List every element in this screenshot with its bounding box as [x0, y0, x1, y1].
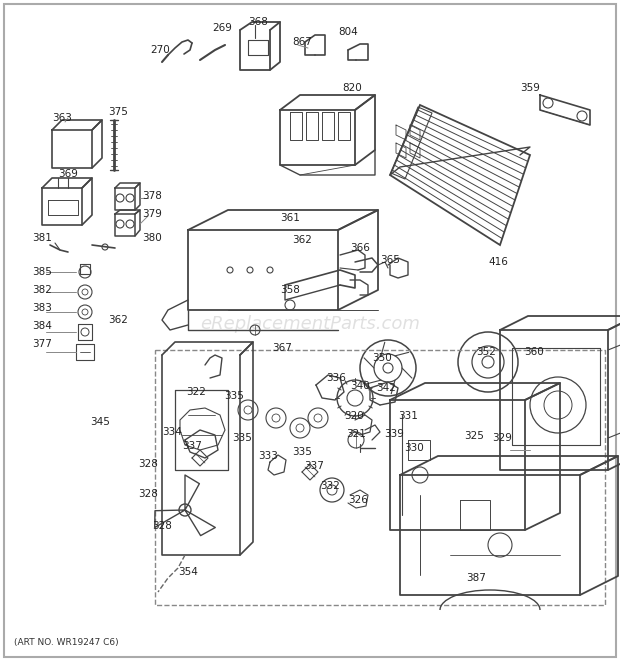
Text: 321: 321 — [346, 429, 366, 439]
Text: eReplacementParts.com: eReplacementParts.com — [200, 315, 420, 333]
Text: 385: 385 — [32, 267, 52, 277]
Text: 337: 337 — [304, 461, 324, 471]
Text: 352: 352 — [476, 347, 496, 357]
Text: 331: 331 — [398, 411, 418, 421]
Text: 350: 350 — [372, 353, 392, 363]
Text: 377: 377 — [32, 339, 52, 349]
Text: 362: 362 — [108, 315, 128, 325]
Text: 330: 330 — [404, 443, 424, 453]
Text: 416: 416 — [488, 257, 508, 267]
Text: 342: 342 — [376, 383, 396, 393]
Text: 381: 381 — [32, 233, 52, 243]
Text: 269: 269 — [212, 23, 232, 33]
Text: 360: 360 — [524, 347, 544, 357]
Text: 379: 379 — [142, 209, 162, 219]
Text: 322: 322 — [186, 387, 206, 397]
Text: 384: 384 — [32, 321, 52, 331]
Text: 328: 328 — [138, 459, 158, 469]
Text: 361: 361 — [280, 213, 300, 223]
Text: 335: 335 — [224, 391, 244, 401]
Text: 363: 363 — [52, 113, 72, 123]
Text: 382: 382 — [32, 285, 52, 295]
Text: 335: 335 — [232, 433, 252, 443]
Text: 380: 380 — [142, 233, 162, 243]
Text: 358: 358 — [280, 285, 300, 295]
Text: 387: 387 — [466, 573, 486, 583]
Text: 365: 365 — [380, 255, 400, 265]
Text: 339: 339 — [384, 429, 404, 439]
Bar — [155, 350, 605, 605]
Text: 329: 329 — [492, 433, 512, 443]
Text: 320: 320 — [344, 411, 364, 421]
Text: 325: 325 — [464, 431, 484, 441]
Text: 383: 383 — [32, 303, 52, 313]
Text: 345: 345 — [90, 417, 110, 427]
Text: 270: 270 — [150, 45, 170, 55]
Text: 366: 366 — [350, 243, 370, 253]
Text: 332: 332 — [320, 481, 340, 491]
Text: 328: 328 — [138, 489, 158, 499]
Text: 328: 328 — [152, 521, 172, 531]
Text: 804: 804 — [338, 27, 358, 37]
Text: 369: 369 — [58, 169, 78, 179]
Text: 867: 867 — [292, 37, 312, 47]
Text: 334: 334 — [162, 427, 182, 437]
Text: 333: 333 — [258, 451, 278, 461]
Text: 375: 375 — [108, 107, 128, 117]
Text: 340: 340 — [350, 381, 370, 391]
Text: (ART NO. WR19247 C6): (ART NO. WR19247 C6) — [14, 639, 118, 648]
Text: 359: 359 — [520, 83, 540, 93]
Text: 368: 368 — [248, 17, 268, 27]
Text: 336: 336 — [326, 373, 346, 383]
Text: 378: 378 — [142, 191, 162, 201]
Text: 820: 820 — [342, 83, 362, 93]
Text: 337: 337 — [182, 441, 202, 451]
Text: 362: 362 — [292, 235, 312, 245]
Text: 354: 354 — [178, 567, 198, 577]
Text: 367: 367 — [272, 343, 292, 353]
Text: 326: 326 — [348, 495, 368, 505]
Text: 335: 335 — [292, 447, 312, 457]
